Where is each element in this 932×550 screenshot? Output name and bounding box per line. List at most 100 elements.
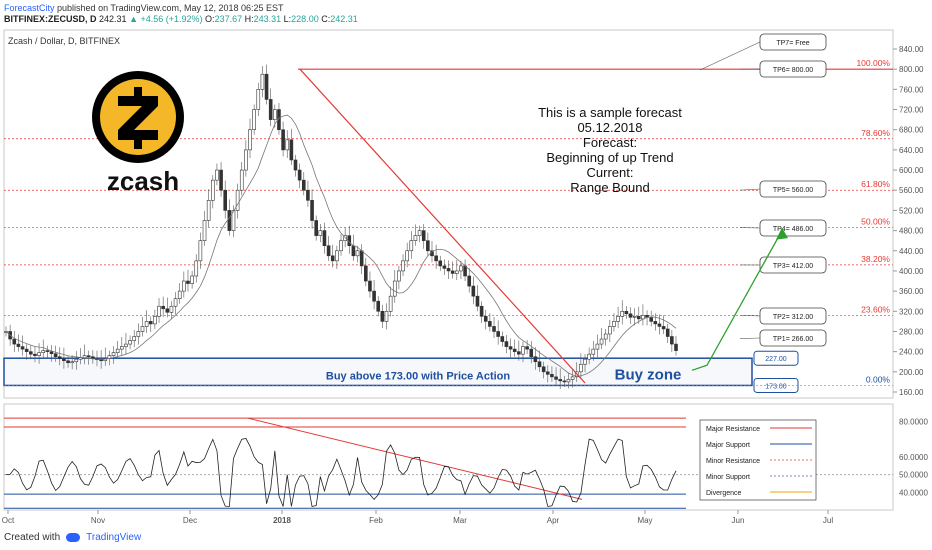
candle-body xyxy=(467,275,472,287)
candle-body xyxy=(442,265,447,269)
zone-tag-label: 227.00 xyxy=(765,356,787,363)
candle-body xyxy=(372,290,376,302)
time-tick-label: Oct xyxy=(2,516,15,525)
candle-body xyxy=(190,275,194,284)
candle-body xyxy=(310,200,314,221)
target-label: TP6= 800.00 xyxy=(773,67,813,74)
candle-body xyxy=(512,348,517,352)
projection-arrowhead xyxy=(776,227,788,240)
candle-body xyxy=(413,235,418,241)
candle-body xyxy=(455,270,459,274)
candle-body xyxy=(339,240,343,252)
osc-tick-label: 40.0000 xyxy=(899,488,928,497)
low-value: 228.00 xyxy=(291,14,319,24)
created-with: Created with xyxy=(4,532,61,543)
candle-body xyxy=(182,280,186,292)
candle-body xyxy=(665,328,670,337)
candle-body xyxy=(318,230,323,236)
time-tick-label: Feb xyxy=(369,516,383,525)
time-tick-label: 2018 xyxy=(273,516,291,525)
time-tick-label: May xyxy=(637,516,652,525)
candle-body xyxy=(148,321,153,325)
candle-body xyxy=(74,358,79,363)
candle-body xyxy=(595,343,600,350)
downtrend-line xyxy=(299,68,586,384)
candle-body xyxy=(351,245,356,257)
candle-body xyxy=(273,109,277,120)
price-tick-label: 320.00 xyxy=(899,307,924,316)
candle-body xyxy=(459,265,463,272)
candle-body xyxy=(252,109,256,131)
close-value: 242.31 xyxy=(330,14,358,24)
target-box xyxy=(759,33,827,51)
candle-body xyxy=(554,376,558,380)
candle-body xyxy=(111,352,116,356)
candle-body xyxy=(570,376,575,380)
candle-body xyxy=(103,358,108,362)
candle-body xyxy=(124,343,128,347)
candle-body xyxy=(335,250,339,262)
oscillator-pane xyxy=(3,403,894,511)
candle-body xyxy=(591,348,596,355)
candle-body xyxy=(483,316,488,322)
time-tick-label: Jun xyxy=(732,516,745,525)
candle-body xyxy=(364,265,368,282)
candle-body xyxy=(169,305,174,313)
target-label: TP4= 486.00 xyxy=(773,226,813,233)
footer: Created with TradingView xyxy=(4,532,141,543)
candle-body xyxy=(120,346,124,350)
legend-label: Major Resistance xyxy=(706,426,760,433)
fib-label: 23.60% xyxy=(861,304,890,314)
time-tick-label: Nov xyxy=(91,516,105,525)
candle-body xyxy=(326,245,331,257)
target-pointer xyxy=(739,337,761,339)
candle-body xyxy=(16,343,21,347)
candle-body xyxy=(388,295,393,312)
target-label: TP5= 560.00 xyxy=(773,187,813,194)
candle-body xyxy=(657,323,662,327)
candle-body xyxy=(20,346,25,350)
candle-body xyxy=(177,290,182,299)
publisher-link[interactable]: ForecastCity xyxy=(4,3,55,13)
candle-body xyxy=(471,285,476,297)
forecast-text-line: Beginning of up Trend xyxy=(546,150,673,165)
zone-tag-label: 173.00 xyxy=(765,383,787,390)
time-tick-label: Mar xyxy=(453,516,467,525)
candle-body xyxy=(500,336,505,342)
price-tick-label: 240.00 xyxy=(899,348,924,357)
candle-body xyxy=(24,348,29,352)
candle-body xyxy=(12,338,17,345)
target-label: TP2= 312.00 xyxy=(773,314,813,321)
candle-body xyxy=(541,366,546,373)
forecast-text-line: Forecast: xyxy=(583,135,637,150)
candle-body xyxy=(29,351,33,355)
candle-body xyxy=(368,280,372,292)
candle-body xyxy=(579,363,583,373)
candle-body xyxy=(285,139,290,151)
price-tick-label: 600.00 xyxy=(899,166,924,175)
candle-body xyxy=(463,265,467,277)
price-tick-label: 480.00 xyxy=(899,227,924,236)
legend-label: Minor Resistance xyxy=(706,458,760,465)
candle-body xyxy=(479,305,484,317)
candle-body xyxy=(603,333,608,340)
forecast-text-line: Current: xyxy=(587,165,634,180)
candle-body xyxy=(376,300,381,312)
candle-body xyxy=(231,210,236,231)
tradingview-brand[interactable]: TradingView xyxy=(86,532,142,543)
candle-body xyxy=(260,73,265,90)
legend-label: Divergence xyxy=(706,490,742,497)
candle-body xyxy=(562,380,567,383)
candle-body xyxy=(66,360,70,364)
target-label: TP1= 266.00 xyxy=(773,336,813,343)
candle-body xyxy=(587,353,591,360)
target-box xyxy=(759,256,827,274)
candle-body xyxy=(297,169,302,181)
candle-body xyxy=(359,250,364,267)
buy-instruction: Buy above 173.00 with Price Action xyxy=(326,370,510,382)
open-label: O: xyxy=(205,14,215,24)
candle-body xyxy=(62,358,66,362)
candle-body xyxy=(612,321,616,327)
candle-body xyxy=(293,159,298,171)
candle-body xyxy=(206,200,211,221)
